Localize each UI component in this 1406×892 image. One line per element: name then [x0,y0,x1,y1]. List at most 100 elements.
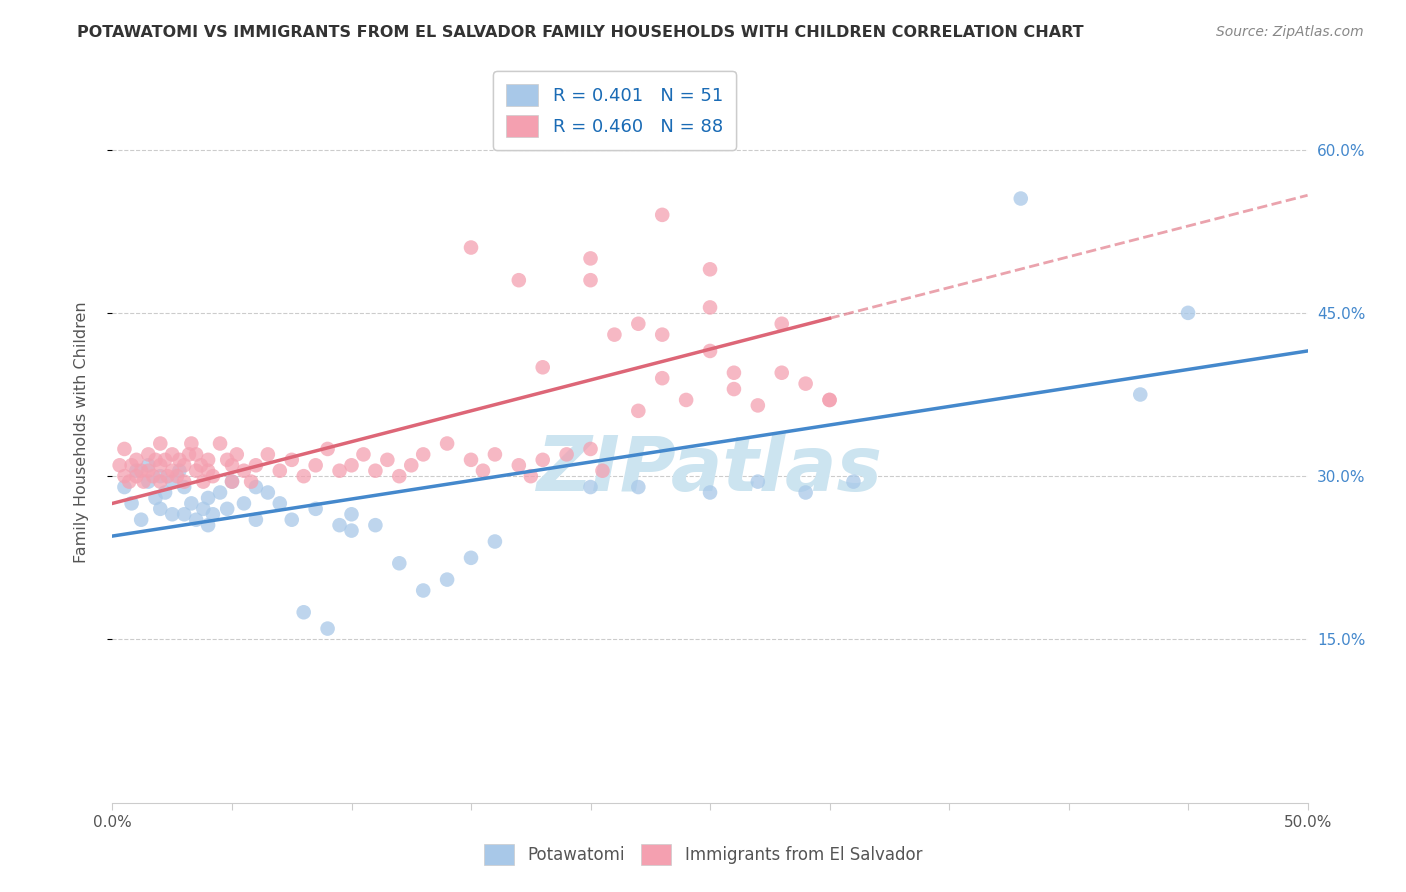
Point [651,371,673,385]
Point [173,475,195,489]
Point [145,491,167,505]
Point [472,464,495,478]
Point [138,464,160,478]
Point [142,469,165,483]
Point [233,464,256,478]
Point [217,453,239,467]
Point [217,501,239,516]
Point [592,464,614,478]
Point [818,392,841,407]
Point [675,392,697,407]
Point [118,475,141,489]
Point [129,513,152,527]
Point [245,458,267,473]
Point [352,447,374,461]
Point [225,447,247,461]
Point [197,453,219,467]
Point [233,496,256,510]
Point [508,458,530,473]
Point [1129,387,1152,401]
Point [281,453,304,467]
Point [292,469,315,483]
Point [292,605,315,619]
Point [221,458,243,473]
Text: Source: ZipAtlas.com: Source: ZipAtlas.com [1216,25,1364,39]
Point [190,458,212,473]
Point [794,376,817,391]
Point [138,475,160,489]
Point [305,501,328,516]
Point [145,453,167,467]
Point [209,436,232,450]
Point [388,556,411,570]
Point [436,573,458,587]
Point [180,436,202,450]
Point [1010,192,1032,206]
Point [138,458,160,473]
Point [329,464,352,478]
Point [388,469,411,483]
Point [114,442,135,456]
Point [699,343,721,358]
Point [340,524,363,538]
Point [340,458,363,473]
Point [436,436,458,450]
Point [169,453,191,467]
Point [257,485,280,500]
Point [531,453,554,467]
Point [129,464,152,478]
Point [377,453,399,467]
Point [149,436,172,450]
Point [153,453,176,467]
Point [627,480,650,494]
Point [794,485,817,500]
Legend: R = 0.401   N = 51, R = 0.460   N = 88: R = 0.401 N = 51, R = 0.460 N = 88 [494,71,735,150]
Point [316,442,339,456]
Point [193,501,215,516]
Point [818,392,841,407]
Point [149,469,172,483]
Point [579,252,602,266]
Point [603,327,626,342]
Point [149,501,172,516]
Point [173,508,195,522]
Point [149,475,172,489]
Point [197,464,219,478]
Point [156,469,179,483]
Point [180,496,202,510]
Point [257,447,280,461]
Point [531,360,554,375]
Point [723,366,745,380]
Point [169,464,191,478]
Point [138,447,160,461]
Point [460,550,482,565]
Point [197,518,219,533]
Point [269,464,291,478]
Point [162,475,183,489]
Point [842,475,865,489]
Point [460,453,482,467]
Point [460,241,482,255]
Point [186,464,208,478]
Point [627,404,650,418]
Point [412,447,434,461]
Point [149,458,172,473]
Point [125,464,148,478]
Point [245,513,267,527]
Point [209,485,232,500]
Text: POTAWATOMI VS IMMIGRANTS FROM EL SALVADOR FAMILY HOUSEHOLDS WITH CHILDREN CORREL: POTAWATOMI VS IMMIGRANTS FROM EL SALVADO… [77,25,1084,40]
Point [305,458,328,473]
Point [1177,306,1199,320]
Point [125,469,148,483]
Point [201,469,224,483]
Point [747,475,769,489]
Point [186,513,208,527]
Point [508,273,530,287]
Point [121,496,143,510]
Point [240,475,263,489]
Point [125,453,148,467]
Point [173,480,195,494]
Point [197,491,219,505]
Point [484,534,506,549]
Point [221,475,243,489]
